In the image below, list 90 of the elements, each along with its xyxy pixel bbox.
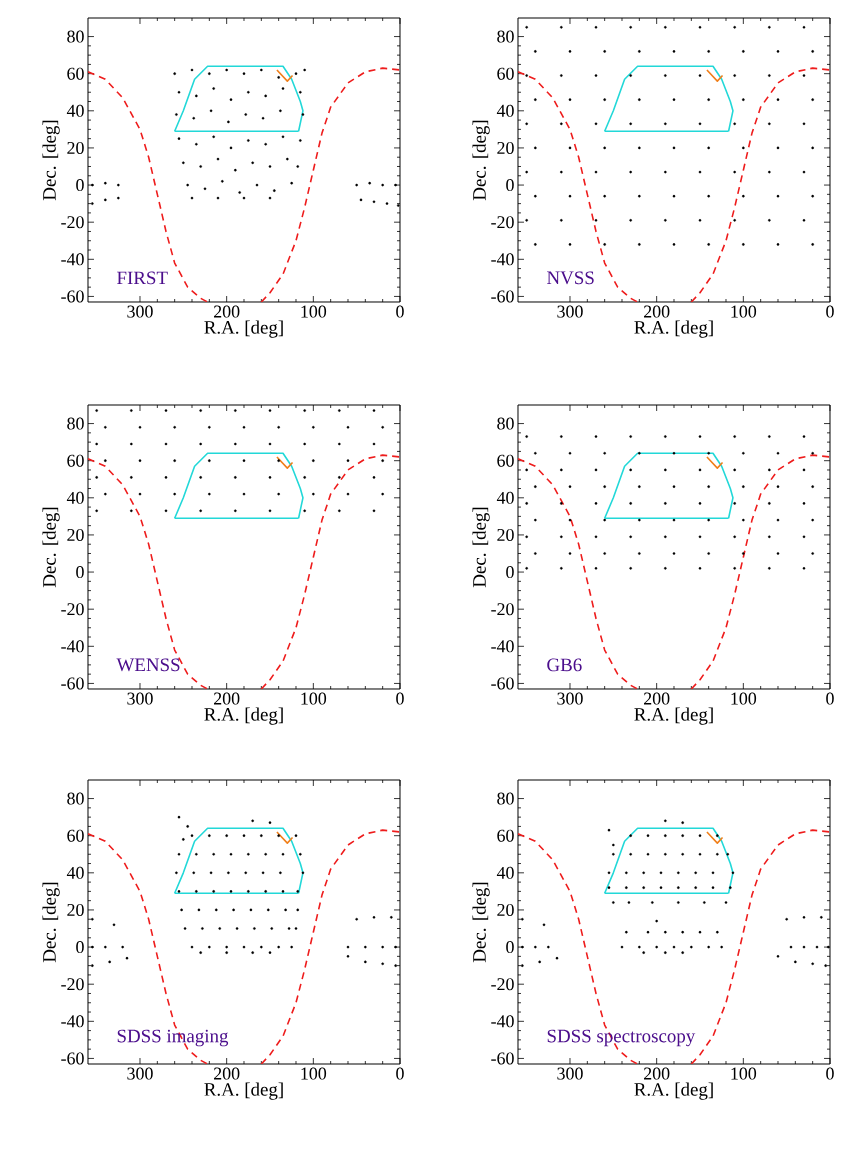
y-tick-label: 80: [67, 417, 84, 430]
x-tick-label: 300: [127, 305, 153, 318]
y-tick-label: 0: [76, 566, 84, 579]
annotation: FIRST: [117, 271, 168, 285]
x-tick-label: 300: [557, 692, 583, 705]
y-tick-label: -20: [61, 603, 84, 616]
y-tick-label: -40: [491, 640, 514, 653]
y-tick-label: 20: [497, 903, 514, 916]
y-tick-label: 60: [67, 67, 84, 80]
annotation: SDSS spectroscopy: [547, 1029, 696, 1047]
y-axis-title: Dec. [deg]: [42, 120, 60, 201]
y-tick-label: 0: [506, 941, 514, 954]
y-tick-label: 20: [67, 528, 84, 541]
x-tick-label: 200: [213, 692, 240, 705]
x-tick-label: 100: [301, 692, 327, 705]
x-tick-label: 0: [396, 305, 404, 318]
y-axis-title: Dec. [deg]: [42, 882, 60, 963]
y-tick-label: 20: [67, 903, 84, 916]
y-tick-label: 0: [506, 566, 514, 579]
x-tick-label: 200: [213, 1067, 240, 1080]
y-axis-title: Dec. [deg]: [472, 507, 490, 588]
annotation: SDSS imaging: [117, 1029, 229, 1047]
y-tick-label: 80: [67, 792, 84, 805]
y-tick-label: 60: [497, 829, 514, 842]
y-tick-label: -20: [491, 216, 514, 229]
y-tick-label: 80: [497, 30, 514, 43]
y-tick-label: -40: [491, 1015, 514, 1028]
x-axis-title: R.A. [deg]: [634, 1082, 713, 1100]
y-tick-label: 80: [67, 30, 84, 43]
y-tick-label: 40: [496, 866, 514, 879]
y-tick-label: 20: [497, 141, 514, 154]
y-tick-label: 60: [497, 67, 514, 80]
x-axis-title: R.A. [deg]: [204, 707, 283, 725]
x-axis-title: R.A. [deg]: [204, 1082, 283, 1100]
x-tick-label: 200: [644, 305, 670, 318]
annotation: WENSS: [116, 658, 180, 672]
y-tick-label: -40: [61, 253, 84, 266]
y-tick-label: -60: [491, 290, 514, 303]
y-tick-label: 60: [497, 454, 514, 467]
x-tick-label: 100: [731, 1067, 757, 1080]
y-tick-label: -20: [61, 216, 84, 229]
x-tick-label: 100: [731, 305, 757, 318]
y-tick-label: 40: [66, 104, 84, 117]
x-tick-label: 100: [301, 305, 327, 318]
x-tick-label: 0: [826, 305, 834, 318]
x-tick-label: 0: [396, 692, 404, 705]
y-tick-label: -40: [61, 640, 84, 653]
x-tick-label: 300: [127, 692, 153, 705]
y-tick-label: 40: [66, 866, 84, 879]
y-axis-title: Dec. [deg]: [472, 120, 490, 201]
y-tick-label: 40: [66, 491, 84, 504]
x-axis-title: R.A. [deg]: [204, 320, 283, 338]
y-tick-label: 20: [67, 141, 84, 154]
y-tick-label: -60: [491, 677, 514, 690]
y-tick-label: -20: [491, 978, 514, 991]
y-tick-label: 20: [497, 528, 514, 541]
x-axis-title: R.A. [deg]: [634, 707, 713, 725]
x-tick-label: 100: [731, 692, 757, 705]
x-axis-title: R.A. [deg]: [634, 320, 713, 338]
y-tick-label: -60: [491, 1052, 514, 1065]
y-tick-label: 0: [76, 179, 84, 192]
x-tick-label: 0: [396, 1067, 404, 1080]
x-tick-label: 300: [557, 1067, 583, 1080]
x-tick-label: 200: [213, 305, 240, 318]
y-tick-label: 80: [497, 417, 514, 430]
x-tick-label: 200: [644, 692, 670, 705]
x-tick-label: 100: [301, 1067, 327, 1080]
y-tick-label: -60: [61, 290, 84, 303]
y-tick-label: -60: [61, 1052, 84, 1065]
x-tick-label: 200: [644, 1067, 670, 1080]
y-tick-label: 0: [76, 941, 84, 954]
annotation: GB6: [547, 658, 582, 672]
y-tick-label: 80: [497, 792, 514, 805]
y-tick-label: -20: [491, 603, 514, 616]
y-tick-label: 60: [67, 829, 84, 842]
y-tick-label: -60: [61, 677, 84, 690]
y-tick-label: 40: [496, 104, 514, 117]
y-tick-label: 40: [496, 491, 514, 504]
y-tick-label: 0: [506, 179, 514, 192]
y-tick-label: -20: [61, 978, 84, 991]
y-tick-label: -40: [491, 253, 514, 266]
y-tick-label: 60: [67, 454, 84, 467]
y-tick-label: -40: [61, 1015, 84, 1028]
x-tick-label: 300: [557, 305, 583, 318]
x-tick-label: 0: [826, 692, 834, 705]
annotation: NVSS: [547, 271, 594, 285]
x-tick-label: 0: [826, 1067, 834, 1080]
y-axis-title: Dec. [deg]: [42, 507, 60, 588]
x-tick-label: 300: [127, 1067, 153, 1080]
y-axis-title: Dec. [deg]: [472, 882, 490, 963]
